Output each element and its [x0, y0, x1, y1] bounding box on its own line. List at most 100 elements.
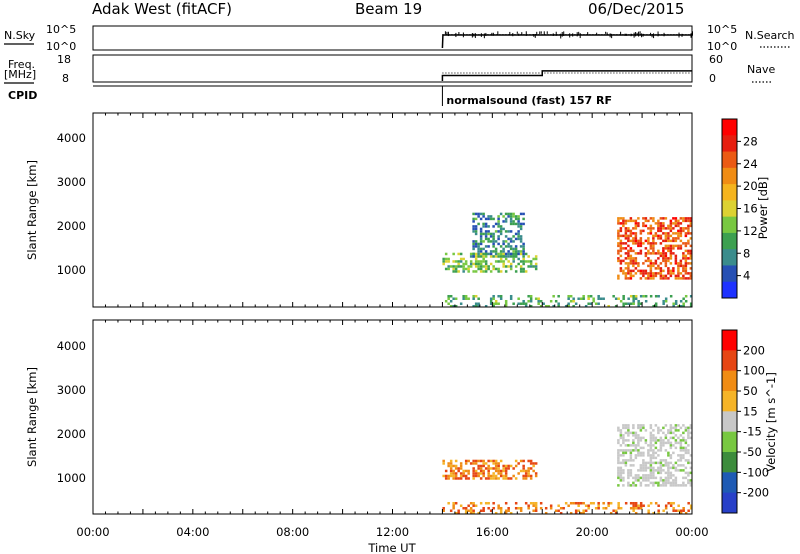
- echo-cell: [467, 504, 470, 507]
- echo-cell: [487, 240, 490, 243]
- echo-cell: [504, 477, 508, 480]
- echo-cell: [622, 217, 625, 220]
- echo-cell: [569, 501, 573, 505]
- echo-cell: [587, 504, 590, 507]
- echo-cell: [534, 506, 538, 510]
- echo-cell: [634, 234, 638, 238]
- echo-cell: [474, 459, 478, 463]
- echo-cell: [449, 509, 453, 512]
- echo-cell: [539, 501, 543, 505]
- echo-cell: [499, 459, 503, 463]
- echo-cell: [662, 252, 665, 255]
- echo-cell: [617, 242, 620, 245]
- echo-cell: [617, 441, 620, 445]
- echo-cell: [482, 265, 485, 268]
- echo-cell: [684, 277, 688, 280]
- echo-cell: [649, 464, 653, 467]
- echo-cell: [669, 249, 673, 253]
- echo-cell: [649, 224, 653, 228]
- echo-cell: [674, 466, 678, 470]
- echo-cell: [664, 274, 668, 278]
- echo-cell: [484, 222, 488, 226]
- echo-cell: [487, 215, 490, 218]
- echo-cell: [672, 509, 675, 512]
- echo-cell: [632, 219, 635, 223]
- echo-cell: [617, 274, 620, 278]
- echo-cell: [477, 250, 480, 253]
- echo-cell: [689, 506, 693, 510]
- echo-cell: [502, 252, 505, 256]
- echo-cell: [619, 227, 623, 230]
- echo-cell: [619, 244, 623, 248]
- echo-cell: [652, 429, 655, 432]
- echo-cell: [659, 227, 663, 230]
- echo-cell: [527, 260, 530, 263]
- echo-cell: [664, 504, 668, 507]
- echo-cell: [507, 245, 510, 248]
- echo-cell: [632, 239, 635, 243]
- power-colorbar-swatch: [722, 135, 737, 153]
- echo-cell: [617, 456, 620, 460]
- echo-cell: [534, 504, 538, 507]
- nsky-spike: [543, 31, 545, 36]
- echo-cell: [664, 259, 668, 263]
- echo-cell: [649, 469, 653, 472]
- echo-cell: [492, 467, 495, 470]
- echo-cell: [632, 444, 635, 447]
- echo-cell: [639, 229, 643, 233]
- echo-cell: [677, 274, 680, 278]
- echo-cell: [667, 249, 670, 253]
- echo-cell: [677, 264, 680, 268]
- echo-cell: [444, 252, 448, 256]
- echo-cell: [669, 262, 673, 265]
- echo-cell: [684, 227, 688, 230]
- echo-cell: [452, 469, 455, 473]
- echo-cell: [689, 484, 693, 487]
- echo-cell: [637, 302, 640, 305]
- echo-cell: [617, 257, 620, 260]
- echo-cell: [482, 506, 485, 510]
- echo-cell: [662, 277, 665, 280]
- echo-cell: [627, 227, 630, 230]
- echo-cell: [512, 257, 515, 261]
- echo-cell: [657, 471, 660, 475]
- nsky-spike: [509, 31, 511, 35]
- echo-cell: [632, 441, 635, 445]
- echo-cell: [617, 454, 620, 457]
- echo-cell: [647, 484, 650, 487]
- echo-cell: [684, 446, 688, 450]
- echo-cell: [657, 484, 660, 487]
- echo-cell: [619, 299, 623, 303]
- echo-cell: [519, 509, 523, 512]
- echo-cell: [482, 472, 485, 475]
- echo-cell: [617, 426, 620, 430]
- echo-cell: [614, 509, 618, 512]
- echo-cell: [534, 297, 538, 300]
- echo-cell: [682, 439, 685, 442]
- echo-cell: [629, 259, 633, 263]
- echo-cell: [687, 436, 690, 440]
- echo-cell: [472, 459, 475, 463]
- echo-cell: [622, 461, 625, 465]
- echo-cell: [687, 509, 690, 512]
- echo-cell: [679, 299, 683, 303]
- echo-cell: [507, 230, 510, 233]
- echo-cell: [629, 269, 633, 273]
- echo-cell: [482, 240, 485, 243]
- echo-cell: [459, 302, 463, 305]
- echo-cell: [617, 484, 620, 487]
- echo-cell: [522, 217, 525, 221]
- echo-cell: [629, 469, 633, 472]
- velocity-ytick-4000: 4000: [57, 339, 86, 353]
- echo-cell: [637, 434, 640, 437]
- nsky-spike: [635, 32, 637, 37]
- echo-cell: [497, 215, 500, 218]
- echo-cell: [669, 222, 673, 225]
- nsky-spike: [552, 33, 554, 36]
- echo-cell: [664, 262, 668, 265]
- velocity-colorbar-ticklabel: 15: [743, 404, 758, 418]
- echo-cell: [662, 484, 665, 487]
- nsky-spike: [606, 32, 608, 36]
- echo-cell: [639, 426, 643, 430]
- nsky-spike: [626, 33, 628, 36]
